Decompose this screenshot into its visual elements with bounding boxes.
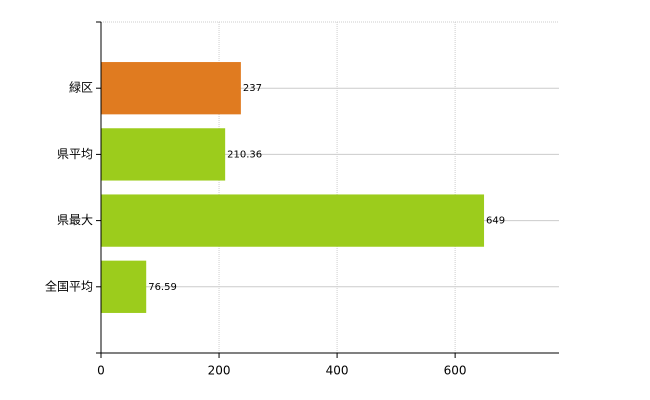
- bar: [101, 194, 485, 247]
- value-label: 237: [243, 83, 262, 94]
- value-label: 210.36: [227, 149, 262, 160]
- y-tick-label: 県平均: [57, 147, 93, 161]
- y-tick-label: 緑区: [69, 80, 93, 95]
- y-tick-label: 県最大: [57, 213, 93, 227]
- bar: [101, 260, 147, 313]
- x-tick-label: 600: [444, 364, 467, 378]
- x-tick-label: 200: [208, 364, 231, 378]
- bar: [101, 62, 241, 115]
- x-tick-label: 0: [97, 364, 105, 378]
- value-label: 76.59: [148, 282, 177, 293]
- value-label: 649: [486, 216, 505, 227]
- y-tick-label: 全国平均: [45, 278, 93, 293]
- bar: [101, 128, 226, 181]
- x-tick-label: 400: [326, 364, 349, 378]
